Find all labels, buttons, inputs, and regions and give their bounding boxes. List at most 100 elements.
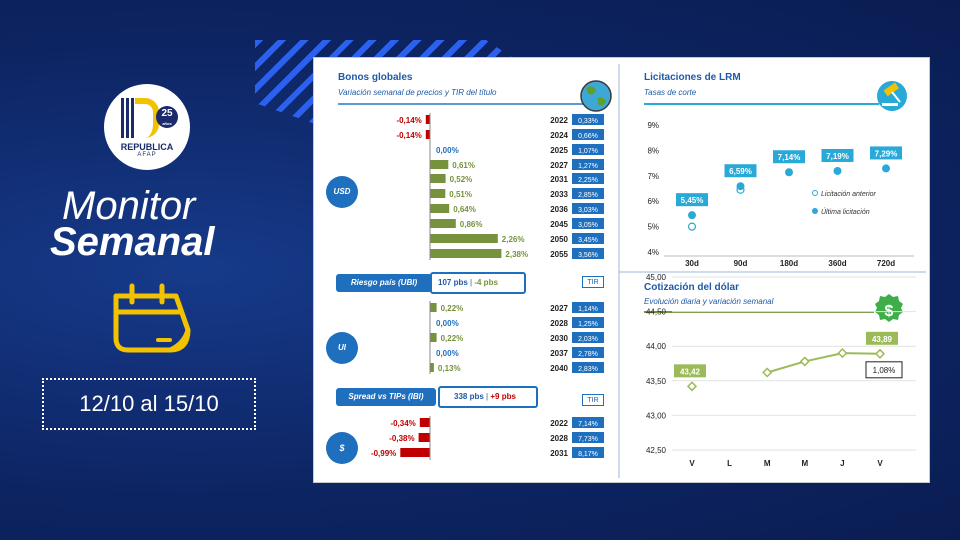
tir-value-UI-2027: 1,14%	[578, 306, 598, 313]
tir-box-USD-2055	[572, 248, 604, 259]
lrm-ytick-7%: 7%	[647, 172, 659, 181]
year-label-UI-2030: 2030	[550, 334, 568, 343]
tir-value-USD-2031: 2,25%	[578, 177, 598, 184]
tir-value-USD-2050: 3,45%	[578, 237, 598, 244]
lrm-point-ultima-720d	[882, 164, 890, 173]
year-label-USD-2022: 2022	[550, 116, 568, 125]
year-label-UI-2037: 2037	[550, 349, 568, 358]
year-label-USD-2031: 2031	[550, 175, 568, 184]
tir-value-USD-2036: 3,03%	[578, 207, 598, 214]
spread-change: +9 pbs	[490, 392, 516, 401]
bar-$-2022	[419, 418, 430, 427]
group-peso-badge: $	[326, 432, 358, 464]
bar-UI-2027	[430, 303, 437, 312]
dolar-point-2	[762, 367, 773, 378]
date-range: 12/10 al 15/10	[42, 378, 256, 430]
riesgo-pais-change: -4 pbs	[474, 278, 498, 287]
tir-box-UI-2030	[572, 332, 604, 343]
bar-USD-2022	[425, 115, 430, 124]
bar-USD-2031	[430, 174, 446, 183]
tir-box-UI-2027	[572, 302, 604, 313]
dolar-ytick-42,50: 42,50	[646, 446, 667, 455]
year-label-$-2022: 2022	[550, 419, 568, 428]
bar-USD-2045	[430, 219, 456, 228]
tir-label-2: TIR	[582, 394, 604, 406]
lrm-ytick-5%: 5%	[647, 223, 659, 232]
dolar-ytick-43,00: 43,00	[646, 411, 667, 420]
bar-$-2031	[400, 448, 430, 457]
tir-value-$-2031: 8,17%	[578, 451, 598, 458]
group-usd-badge: USD	[326, 176, 358, 208]
tir-box-$-2028	[572, 432, 604, 443]
lrm-point-anterior-30d	[687, 222, 697, 231]
year-label-USD-2055: 2055	[550, 250, 568, 259]
year-label-UI-2027: 2027	[550, 304, 568, 313]
dolar-ytick-43,50: 43,50	[646, 377, 667, 386]
dolar-xtick-4: J	[840, 459, 844, 468]
lrm-ytick-9%: 9%	[647, 121, 659, 130]
tir-value-$-2022: 7,14%	[578, 421, 598, 428]
tir-value-$-2028: 7,73%	[578, 436, 598, 443]
tir-box-USD-2025	[572, 144, 604, 155]
legend-ultima-label: Última licitación	[821, 209, 870, 216]
tir-box-USD-2033	[572, 188, 604, 199]
anniversary-badge: 25 años	[156, 106, 178, 128]
tir-box-USD-2022	[572, 114, 604, 125]
lrm-label-box-30d	[676, 193, 708, 207]
tir-value-USD-2025: 1,07%	[578, 148, 598, 155]
year-label-USD-2045: 2045	[550, 220, 568, 229]
bar-label-USD-2024: -0,14%	[396, 131, 421, 140]
bar-UI-2030	[430, 333, 437, 342]
lrm-ytick-4%: 4%	[647, 248, 659, 257]
year-label-USD-2033: 2033	[550, 190, 568, 199]
legend-ultima: Última licitación	[812, 208, 870, 216]
tir-value-UI-2028: 1,25%	[578, 321, 598, 328]
dollar-badge-icon: $	[875, 294, 903, 322]
tir-value-USD-2027: 1,27%	[578, 163, 598, 170]
lrm-xtick-720d: 720d	[877, 259, 895, 268]
tir-label-1: TIR	[582, 276, 604, 288]
dolar-change-box	[865, 361, 903, 379]
lrm-label-box-720d	[870, 146, 902, 160]
tir-value-UI-2030: 2,03%	[578, 336, 598, 343]
lrm-label-box-90d	[724, 164, 757, 178]
anniversary-years: 25	[161, 108, 173, 119]
riesgo-pais-value: 107 pbs	[438, 278, 468, 287]
riesgo-pais-label: Riesgo país (UBI)	[336, 274, 432, 292]
tir-box-UI-2037	[572, 347, 604, 358]
lrm-label-30d: 5,45%	[681, 196, 704, 205]
title-monitor: Monitor	[62, 184, 196, 228]
tir-box-USD-2050	[572, 233, 604, 244]
tir-value-UI-2040: 2,83%	[578, 366, 598, 373]
bar-USD-2024	[425, 130, 430, 139]
lrm-ytick-6%: 6%	[647, 197, 659, 206]
bar-label-USD-2025: 0,00%	[436, 146, 459, 155]
year-label-USD-2050: 2050	[550, 235, 568, 244]
tir-value-UI-2037: 2,78%	[578, 351, 598, 358]
lrm-xtick-360d: 360d	[828, 259, 846, 268]
year-label-USD-2036: 2036	[550, 205, 568, 214]
tir-value-USD-2055: 3,56%	[578, 252, 598, 259]
dolar-xtick-3: M	[801, 459, 808, 468]
year-label-USD-2025: 2025	[550, 146, 568, 155]
bar-label-USD-2031: 0,52%	[450, 175, 473, 184]
lrm-xtick-180d: 180d	[780, 259, 798, 268]
tir-value-USD-2033: 2,85%	[578, 192, 598, 199]
dolar-xtick-0: V	[689, 459, 695, 468]
lrm-subtitle: Tasas de corte	[644, 88, 697, 97]
bar-label-USD-2045: 0,86%	[460, 220, 483, 229]
bar-label-$-2022: -0,34%	[390, 419, 415, 428]
lrm-point-ultima-180d	[785, 168, 793, 177]
lrm-label-box-180d	[773, 150, 805, 164]
bar-USD-2050	[430, 234, 498, 243]
dolar-first-label-box	[674, 364, 706, 378]
lrm-xtick-90d: 90d	[734, 259, 748, 268]
title-semanal: Semanal	[50, 220, 215, 264]
bar-USD-2036	[430, 204, 450, 213]
legend-anterior: Licitación anterior	[812, 190, 876, 198]
riesgo-pais-box: 107 pbs | -4 pbs	[430, 272, 526, 294]
bar-USD-2055	[430, 249, 502, 258]
globe-icon	[580, 80, 612, 112]
dolar-xtick-5: V	[877, 459, 883, 468]
dolar-point-3	[799, 356, 810, 367]
